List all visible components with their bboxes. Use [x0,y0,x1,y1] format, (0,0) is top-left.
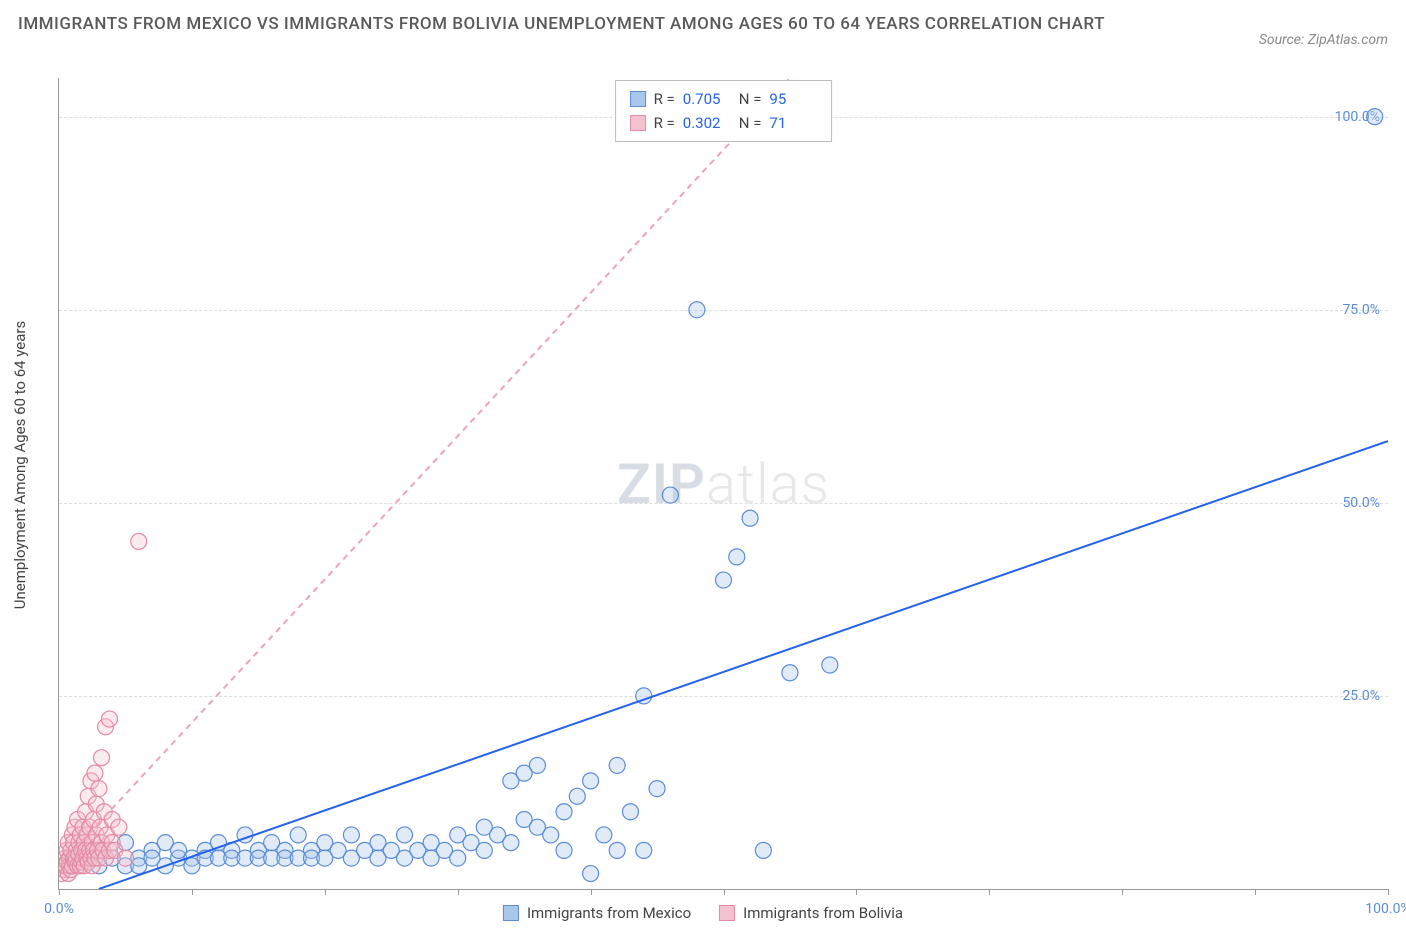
data-point [476,842,492,858]
data-point [450,850,466,866]
y-axis-label: Unemployment Among Ages 60 to 64 years [11,321,29,609]
series-legend: Immigrants from Mexico Immigrants from B… [503,904,903,922]
x-tick [1388,889,1389,895]
chart-plot-area: ZIPatlas R = 0.705 N = 95 R = 0.302 N = … [58,78,1388,890]
chart-header: IMMIGRANTS FROM MEXICO VS IMMIGRANTS FRO… [18,12,1388,38]
data-point [622,804,638,820]
x-tick-label: 0.0% [44,901,74,917]
n-value-mexico: 95 [769,87,817,111]
x-tick [458,889,459,895]
data-point [755,842,771,858]
legend-row-bolivia: R = 0.302 N = 71 [630,111,818,135]
source-attribution: Source: ZipAtlas.com [1259,32,1388,48]
x-tick [192,889,193,895]
r-label: R = [654,87,675,111]
data-point [397,827,413,843]
data-point [742,510,758,526]
chart-title: IMMIGRANTS FROM MEXICO VS IMMIGRANTS FRO… [18,12,1118,38]
data-point [529,757,545,773]
x-tick [1122,889,1123,895]
data-point [609,757,625,773]
data-point [1367,109,1383,125]
data-point [102,711,118,727]
scatter-svg [59,78,1388,889]
swatch-bolivia [630,115,646,131]
x-tick [1255,889,1256,895]
data-point [649,781,665,797]
data-point [822,657,838,673]
data-point [636,842,652,858]
data-point [343,827,359,843]
data-point [583,866,599,882]
data-point [662,487,678,503]
swatch-mexico [630,91,646,107]
data-point [569,788,585,804]
data-point [782,665,798,681]
data-point [609,842,625,858]
r-value-bolivia: 0.302 [683,111,731,135]
x-tick [856,889,857,895]
data-point [729,549,745,565]
trendline [59,78,790,866]
x-tick [59,889,60,895]
x-tick [724,889,725,895]
n-label: N = [739,111,762,135]
legend-label-bolivia: Immigrants from Bolivia [743,904,903,922]
x-tick-label: 100.0% [1365,901,1406,917]
swatch-bolivia [719,905,735,921]
data-point [543,827,559,843]
data-point [131,533,147,549]
data-point [87,765,103,781]
data-point [689,302,705,318]
r-label: R = [654,111,675,135]
data-point [556,804,572,820]
data-point [556,842,572,858]
x-tick [989,889,990,895]
data-point [94,750,110,766]
n-label: N = [739,87,762,111]
legend-item-mexico: Immigrants from Mexico [503,904,691,922]
x-tick [325,889,326,895]
correlation-legend: R = 0.705 N = 95 R = 0.302 N = 71 [615,80,833,142]
data-point [583,773,599,789]
data-point [290,827,306,843]
legend-row-mexico: R = 0.705 N = 95 [630,87,818,111]
data-point [111,819,127,835]
x-tick [591,889,592,895]
n-value-bolivia: 71 [769,111,817,135]
data-point [596,827,612,843]
swatch-mexico [503,905,519,921]
r-value-mexico: 0.705 [683,87,731,111]
data-point [503,835,519,851]
legend-item-bolivia: Immigrants from Bolivia [719,904,903,922]
data-point [716,572,732,588]
legend-label-mexico: Immigrants from Mexico [527,904,691,922]
data-point [91,781,107,797]
trendline [99,441,1388,889]
data-point [117,850,133,866]
